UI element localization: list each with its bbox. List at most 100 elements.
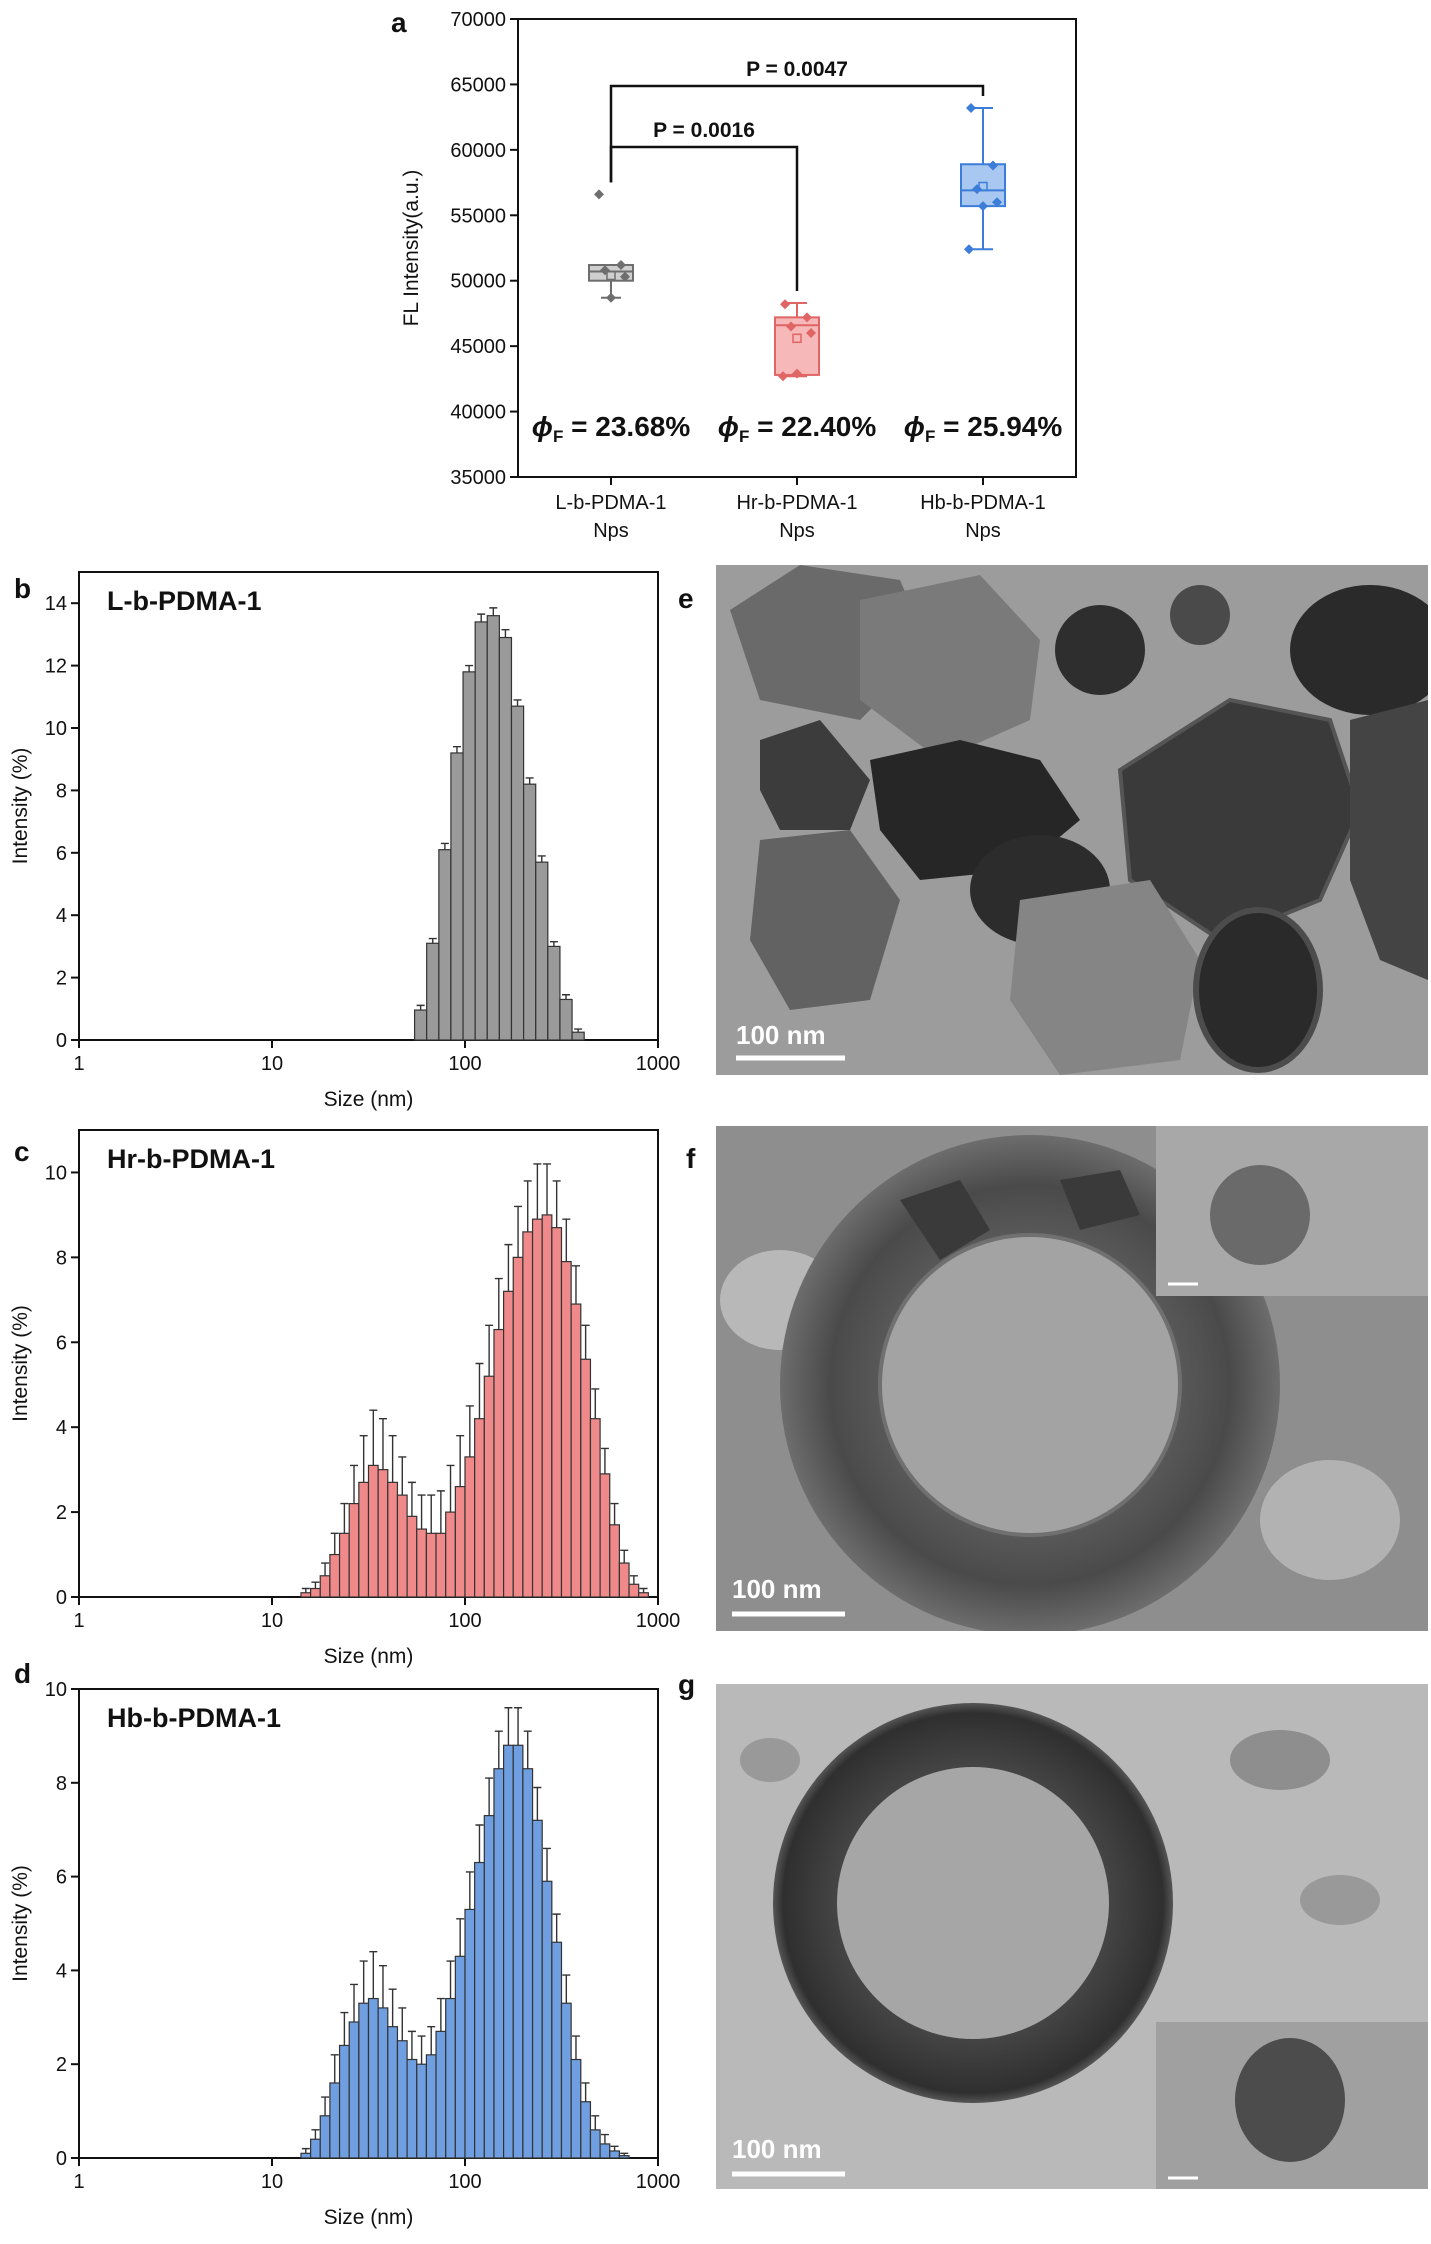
x-tick-label: 1	[73, 1610, 84, 1632]
error-bar	[571, 1265, 580, 1305]
x-tick-label: 1000	[636, 2171, 681, 2193]
error-bar	[321, 2096, 330, 2116]
error-bar	[407, 2030, 416, 2060]
bar	[464, 1908, 476, 2159]
error-bar	[620, 2152, 629, 2156]
bar	[348, 2021, 360, 2159]
bar	[609, 1524, 621, 1598]
error-bar	[440, 842, 449, 850]
error-bar	[398, 1456, 407, 1496]
bar	[523, 783, 537, 1041]
data-point	[606, 292, 616, 303]
y-tick-label: 0	[56, 2148, 67, 2170]
error-bar	[600, 1447, 609, 1474]
bar	[396, 1494, 408, 1598]
error-bar	[369, 1409, 378, 1466]
error-bar	[369, 1950, 378, 1999]
y-tick-label: 45000	[450, 336, 506, 358]
error-bar	[350, 1464, 359, 1504]
panel-letter: b	[14, 573, 31, 604]
error-bar	[501, 629, 510, 638]
particle	[1193, 907, 1323, 1073]
bar	[310, 2138, 321, 2159]
error-bar	[477, 613, 486, 622]
bar	[367, 1464, 379, 1598]
significance-bracket	[609, 84, 985, 183]
p-value: P = 0.0016	[653, 119, 755, 142]
data-point	[964, 244, 974, 255]
bar	[547, 945, 561, 1041]
blob	[1260, 1460, 1400, 1580]
error-bar	[378, 1965, 387, 2008]
error-bar	[489, 607, 498, 616]
bar	[486, 615, 500, 1041]
bar	[589, 1418, 601, 1598]
bar	[560, 1261, 572, 1598]
phi-symbol: ϕ	[904, 411, 925, 442]
x-tick-label: 10	[261, 1610, 283, 1632]
error-bar	[311, 1581, 320, 1589]
scale-bar-label: 100 nm	[732, 1574, 822, 1604]
bar	[474, 1861, 485, 2159]
bar	[464, 1456, 476, 1598]
x-axis-label: Size (nm)	[324, 1088, 414, 1111]
y-tick-label: 60000	[450, 140, 506, 162]
blob	[1300, 1875, 1380, 1925]
y-tick-label: 8	[56, 780, 67, 802]
error-bar	[552, 1913, 561, 1943]
x-tick-label: 100	[448, 2171, 481, 2193]
y-tick-label: 10	[45, 1162, 67, 1184]
bar	[483, 1375, 495, 1598]
data-point	[978, 201, 988, 212]
bar	[396, 2040, 408, 2159]
error-bar	[543, 1847, 552, 1882]
bar	[450, 752, 464, 1041]
x-axis-label: Size (nm)	[324, 1645, 414, 1668]
bar	[329, 2082, 341, 2159]
y-tick-label: 0	[56, 1030, 67, 1052]
bar	[300, 1592, 312, 1598]
x-tick-label: 10	[261, 2171, 283, 2193]
x-axis-label: Size (nm)	[324, 2206, 414, 2229]
error-bar	[610, 1502, 619, 1525]
phi-subscript: F	[925, 427, 935, 446]
quantum-yield: ϕF = 22.40%	[718, 411, 877, 446]
y-tick-label: 8	[56, 1773, 67, 1795]
error-bar	[494, 1730, 503, 1769]
bar	[474, 621, 488, 1041]
error-bar	[591, 1388, 600, 1419]
error-bar	[330, 2054, 339, 2083]
bar	[406, 2058, 418, 2159]
y-tick-label: 2	[56, 2054, 67, 2076]
bar	[493, 1328, 505, 1598]
bar	[319, 2115, 331, 2159]
bar	[445, 1997, 456, 2159]
x-tick-label: Hb-b-PDMA-1 Nps	[920, 492, 1046, 542]
error-bar	[359, 1434, 368, 1483]
bar	[503, 1290, 514, 1598]
bar	[531, 1819, 543, 2159]
bar	[571, 1031, 585, 1041]
error-bar	[523, 1180, 532, 1232]
error-bar	[398, 2007, 407, 2041]
chart-title: Hr-b-PDMA-1	[107, 1144, 275, 1174]
error-bar	[311, 2129, 320, 2140]
particle	[1170, 585, 1230, 645]
error-bar	[436, 1490, 445, 1534]
inset-particle	[1235, 2038, 1345, 2162]
data-point	[972, 184, 982, 195]
bar	[329, 1553, 341, 1598]
phi-symbol: ϕ	[532, 411, 553, 442]
error-bar	[513, 699, 522, 707]
y-tick-label: 4	[56, 1417, 67, 1439]
bar	[512, 1256, 524, 1598]
phi-value: = 23.68%	[563, 411, 690, 442]
bar	[638, 1592, 649, 1598]
y-tick-label: 4	[56, 1960, 67, 1982]
error-bar	[514, 1707, 523, 1746]
bar	[338, 2044, 350, 2159]
bar	[358, 1481, 370, 1598]
scale-bar-label: 100 nm	[736, 1020, 826, 1050]
error-bar	[562, 1218, 571, 1262]
bar	[551, 1227, 563, 1598]
